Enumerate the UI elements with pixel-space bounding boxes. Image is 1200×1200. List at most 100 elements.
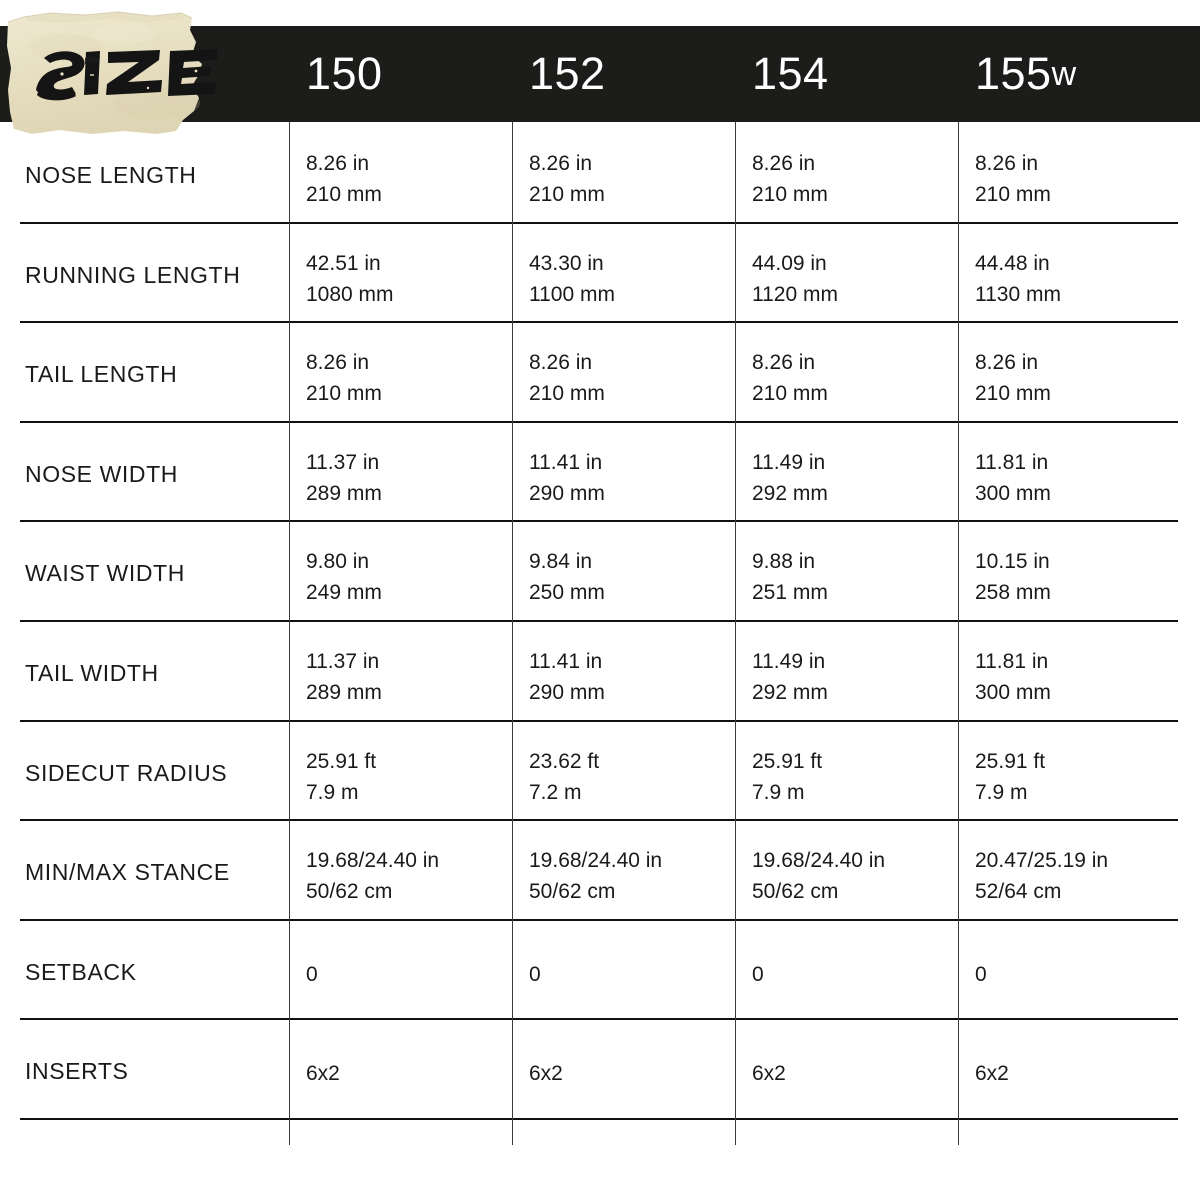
cell-imperial-value: 0	[752, 962, 764, 986]
cell-r8-c3: 0	[975, 959, 987, 990]
cell-metric-value: 7.9 m	[975, 780, 1028, 804]
cell-r4-c3: 10.15 in 258 mm	[975, 546, 1051, 608]
cell-r8-c2: 0	[752, 959, 764, 990]
column-header-2: 154	[752, 26, 829, 122]
cell-metric-value: 210 mm	[752, 382, 828, 406]
cell-r7-c2: 19.68/24.40 in 50/62 cm	[752, 845, 885, 907]
cell-r3-c2: 11.49 in 292 mm	[752, 447, 828, 509]
cell-metric-value: 210 mm	[752, 183, 828, 206]
row-divider	[20, 1118, 1178, 1120]
cell-r0-c1: 8.26 in 210 mm	[529, 148, 605, 210]
cell-imperial-value: 6x2	[752, 1062, 786, 1086]
cell-metric-value: 251 mm	[752, 581, 828, 605]
cell-r0-c0: 8.26 in 210 mm	[306, 148, 382, 210]
cell-metric-value: 1100 mm	[529, 282, 615, 306]
header-column-labels: 150 152 154 155 w	[0, 26, 1200, 122]
cell-r0-c2: 8.26 in 210 mm	[752, 148, 828, 210]
cell-r2-c0: 8.26 in 210 mm	[306, 347, 382, 409]
cell-r7-c3: 20.47/25.19 in 52/64 cm	[975, 845, 1108, 907]
cell-metric-value: 292 mm	[752, 681, 828, 704]
cell-r6-c1: 23.62 ft 7.2 m	[529, 746, 599, 808]
cell-imperial-value: 9.88 in	[752, 550, 816, 574]
cell-imperial-value: 8.26 in	[306, 152, 370, 175]
cell-metric-value: 258 mm	[975, 581, 1051, 605]
cell-imperial-value: 42.51 in	[306, 251, 381, 275]
cell-metric-value: 50/62 cm	[752, 880, 839, 904]
table-row: TAIL LENGTH 8.26 in 210 mm 8.26 in 210 mm 8.2…	[0, 321, 1200, 421]
cell-imperial-value: 8.26 in	[306, 351, 370, 375]
cell-metric-value: 210 mm	[529, 183, 605, 206]
cell-r7-c1: 19.68/24.40 in 50/62 cm	[529, 845, 662, 907]
cell-r9-c2: 6x2	[752, 1058, 786, 1089]
table-row: WAIST WIDTH 9.80 in 249 mm 9.84 in 250 mm 9.8…	[0, 520, 1200, 620]
table-row: SIDECUT RADIUS 25.91 ft 7.9 m 23.62 ft 7.2 m…	[0, 720, 1200, 820]
cell-metric-value: 210 mm	[306, 183, 382, 206]
row-label-2: TAIL LENGTH	[25, 361, 178, 388]
cell-metric-value: 292 mm	[752, 481, 828, 505]
cell-r5-c2: 11.49 in 292 mm	[752, 646, 828, 708]
cell-r9-c0: 6x2	[306, 1058, 340, 1089]
cell-r0-c3: 8.26 in 210 mm	[975, 148, 1051, 210]
cell-metric-value: 50/62 cm	[529, 880, 616, 904]
cell-imperial-value: 19.68/24.40 in	[752, 849, 886, 873]
table-row: SETBACK 0 0 0 0	[0, 919, 1200, 1019]
cell-r4-c0: 9.80 in 249 mm	[306, 546, 382, 608]
cell-imperial-value: 8.26 in	[752, 152, 816, 175]
cell-imperial-value: 20.47/25.19 in	[975, 849, 1109, 873]
cell-r5-c3: 11.81 in 300 mm	[975, 646, 1051, 708]
cell-imperial-value: 8.26 in	[752, 351, 816, 375]
column-header-label: 150	[306, 48, 383, 99]
cell-r6-c2: 25.91 ft 7.9 m	[752, 746, 822, 808]
cell-r3-c0: 11.37 in 289 mm	[306, 447, 382, 509]
cell-metric-value: 7.9 m	[306, 780, 359, 804]
cell-r3-c3: 11.81 in 300 mm	[975, 447, 1051, 509]
cell-r2-c2: 8.26 in 210 mm	[752, 347, 828, 409]
cell-metric-value: 210 mm	[529, 382, 605, 406]
cell-imperial-value: 6x2	[975, 1062, 1009, 1086]
cell-metric-value: 210 mm	[306, 382, 382, 406]
cell-imperial-value: 0	[306, 962, 318, 986]
cell-metric-value: 290 mm	[529, 481, 605, 505]
cell-r4-c2: 9.88 in 251 mm	[752, 546, 828, 608]
cell-imperial-value: 11.41 in	[529, 650, 603, 673]
torn-paper-shape	[7, 11, 202, 134]
column-header-label: 152	[529, 48, 606, 99]
cell-r8-c1: 0	[529, 959, 541, 990]
cell-metric-value: 7.2 m	[529, 780, 582, 804]
cell-metric-value: 289 mm	[306, 681, 382, 704]
column-header-0: 150	[306, 26, 383, 122]
cell-imperial-value: 11.41 in	[529, 450, 603, 474]
cell-imperial-value: 25.91 ft	[306, 749, 377, 773]
cell-r1-c0: 42.51 in 1080 mm	[306, 248, 394, 310]
row-label-6: SIDECUT RADIUS	[25, 759, 228, 786]
cell-r7-c0: 19.68/24.40 in 50/62 cm	[306, 845, 439, 907]
row-label-1: RUNNING LENGTH	[25, 261, 241, 288]
row-label-9: INSERTS	[25, 1058, 129, 1085]
table-row: RUNNING LENGTH 42.51 in 1080 mm 43.30 in 110…	[0, 222, 1200, 322]
column-header-suffix: w	[1051, 54, 1077, 93]
cell-metric-value: 52/64 cm	[975, 880, 1062, 904]
row-label-4: WAIST WIDTH	[25, 560, 185, 587]
cell-imperial-value: 6x2	[306, 1062, 340, 1086]
cell-r2-c3: 8.26 in 210 mm	[975, 347, 1051, 409]
cell-metric-value: 50/62 cm	[306, 880, 393, 904]
column-header-label: 154	[752, 48, 829, 99]
row-label-5: TAIL WIDTH	[25, 660, 159, 686]
column-header-label: 155	[975, 48, 1052, 99]
column-header-3: 155 w	[975, 26, 1077, 122]
cell-r9-c1: 6x2	[529, 1058, 563, 1089]
cell-metric-value: 210 mm	[975, 183, 1051, 206]
cell-metric-value: 210 mm	[975, 382, 1051, 406]
cell-imperial-value: 44.09 in	[752, 251, 827, 275]
cell-imperial-value: 11.81 in	[975, 450, 1049, 474]
table-row: MIN/MAX STANCE 19.68/24.40 in 50/62 cm 19.6…	[0, 819, 1200, 919]
column-header-1: 152	[529, 26, 606, 122]
cell-metric-value: 1080 mm	[306, 282, 394, 306]
table-row: NOSE WIDTH 11.37 in 289 mm 11.41 in 290 mm 11…	[0, 421, 1200, 521]
cell-r9-c3: 6x2	[975, 1058, 1009, 1089]
cell-imperial-value: 0	[975, 962, 987, 986]
cell-metric-value: 249 mm	[306, 581, 382, 605]
cell-imperial-value: 25.91 ft	[975, 749, 1046, 773]
cell-imperial-value: 11.49 in	[752, 650, 826, 673]
table-row: INSERTS 6x2 6x2 6x2 6x2	[0, 1018, 1200, 1118]
